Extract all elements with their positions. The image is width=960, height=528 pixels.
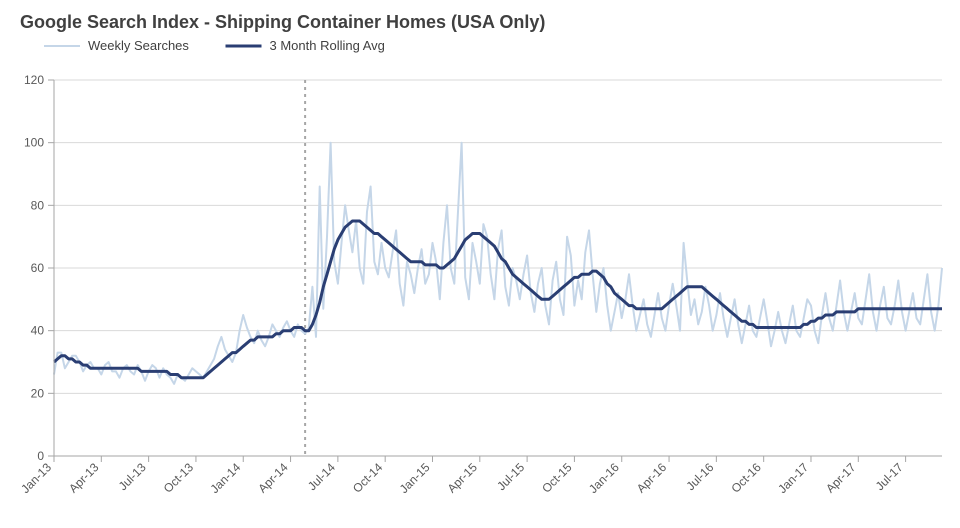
x-tick-label: Jan-15 (397, 460, 433, 496)
x-tick-label: Jan-17 (775, 460, 811, 496)
y-tick-label: 100 (24, 136, 44, 150)
x-tick-label: Oct-14 (350, 460, 386, 496)
plot-area: 020406080100120 Jan-13Apr-13Jul-13Oct-13… (18, 73, 942, 496)
x-tick-label: Jul-15 (494, 460, 527, 493)
chart-svg: Google Search Index - Shipping Container… (0, 0, 960, 528)
y-gridlines (48, 80, 942, 456)
x-tick-label: Apr-16 (634, 460, 670, 496)
x-tick-labels: Jan-13 Apr-13 Jul-13 Oct-13 Jan-14 Apr-14 Jul-… (18, 456, 906, 496)
legend: Weekly Searches 3 Month Rolling Avg (44, 38, 385, 53)
chart-container: Google Search Index - Shipping Container… (0, 0, 960, 528)
x-tick-label: Oct-16 (728, 460, 764, 496)
y-tick-label: 80 (31, 198, 45, 212)
x-tick-label: Jul-17 (873, 460, 906, 493)
x-tick-label: Oct-13 (161, 460, 197, 496)
x-tick-label: Jul-13 (116, 460, 149, 493)
x-tick-label: Jul-14 (305, 460, 338, 493)
line-weekly-searches (54, 143, 942, 384)
x-tick-label: Oct-15 (539, 460, 575, 496)
y-tick-labels: 020406080100120 (24, 73, 44, 463)
x-tick-label: Jan-14 (208, 460, 244, 496)
x-tick-label: Jul-16 (683, 460, 716, 493)
y-tick-label: 120 (24, 73, 44, 87)
x-tick-label: Jan-13 (18, 460, 54, 496)
x-tick-label: Jan-16 (586, 460, 622, 496)
x-tick-label: Apr-15 (445, 460, 481, 496)
y-tick-label: 60 (31, 261, 45, 275)
x-tick-label: Apr-13 (66, 460, 102, 496)
x-tick-label: Apr-17 (823, 460, 859, 496)
legend-label-rolling: 3 Month Rolling Avg (270, 38, 385, 53)
y-tick-label: 20 (31, 386, 45, 400)
y-tick-label: 40 (31, 324, 45, 338)
legend-label-weekly: Weekly Searches (88, 38, 189, 53)
chart-title: Google Search Index - Shipping Container… (20, 12, 545, 32)
x-tick-label: Apr-14 (255, 460, 291, 496)
